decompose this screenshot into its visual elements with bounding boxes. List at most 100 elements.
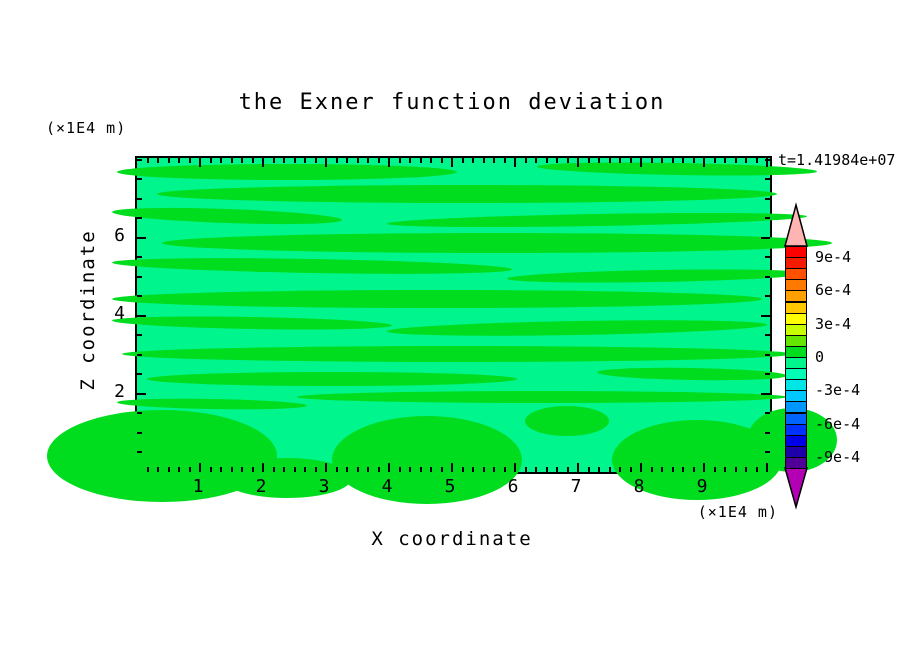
tick-mark: [765, 275, 770, 278]
tick-mark: [734, 158, 737, 163]
tick-mark: [692, 467, 695, 472]
tick-mark: [650, 467, 653, 472]
tick-mark: [761, 314, 770, 317]
tick-mark: [661, 467, 663, 472]
positive-contour-band: [112, 258, 512, 274]
x-tick-label: 7: [570, 476, 582, 497]
tick-mark: [556, 158, 558, 163]
positive-band-regions: [47, 162, 837, 504]
tick-mark: [493, 467, 495, 472]
tick-mark: [241, 467, 243, 472]
tick-mark: [272, 158, 275, 163]
tick-mark: [167, 158, 170, 163]
tick-mark: [755, 467, 758, 472]
tick-mark: [137, 217, 142, 220]
tick-mark: [535, 467, 537, 472]
tick-mark: [419, 467, 422, 472]
tick-mark: [209, 158, 212, 163]
tick-mark: [535, 158, 537, 163]
tick-mark: [619, 467, 621, 472]
tick-mark: [661, 158, 663, 163]
tick-mark: [377, 467, 380, 472]
x-tick-label: 5: [444, 476, 456, 497]
tick-mark: [137, 373, 142, 376]
tick-mark: [577, 463, 579, 472]
colorbar: 9e-4 6e-4 3e-4 0 -3e-4 -6e-4 -9e-4: [783, 202, 903, 510]
tick-mark: [137, 197, 142, 200]
tick-mark: [137, 334, 142, 337]
x-axis-title: X coordinate: [371, 528, 533, 550]
positive-contour-band: [117, 164, 457, 180]
tick-mark: [765, 431, 770, 434]
tick-mark: [178, 158, 180, 163]
tick-mark: [272, 467, 275, 472]
tick-mark: [230, 158, 233, 163]
tick-mark: [251, 467, 254, 472]
tick-mark: [608, 158, 611, 163]
tick-mark: [587, 158, 590, 163]
tick-mark: [137, 158, 142, 161]
tick-mark: [356, 467, 359, 472]
tick-mark: [514, 158, 516, 167]
tick-mark: [199, 463, 201, 472]
tick-mark: [514, 463, 516, 472]
tick-mark: [734, 467, 737, 472]
tick-mark: [703, 463, 705, 472]
tick-mark: [598, 467, 600, 472]
tick-mark: [524, 158, 527, 163]
tick-mark: [356, 158, 359, 163]
colorbar-label: 3e-4: [815, 314, 852, 333]
tick-mark: [388, 463, 390, 472]
tick-mark: [262, 463, 264, 472]
colorbar-segment: [785, 456, 807, 469]
x-tick-label: 6: [507, 476, 519, 497]
x-tick-label: 9: [696, 476, 708, 497]
tick-mark: [440, 158, 443, 163]
tick-mark: [251, 158, 254, 163]
tick-mark: [419, 158, 422, 163]
tick-mark: [409, 467, 411, 472]
positive-contour-band: [332, 416, 522, 504]
tick-mark: [367, 467, 369, 472]
tick-mark: [314, 158, 317, 163]
positive-contour-band: [612, 420, 782, 500]
y-tick-label: 4: [114, 302, 125, 324]
tick-mark: [209, 467, 212, 472]
tick-mark: [367, 158, 369, 163]
positive-contour-band: [387, 212, 807, 228]
tick-mark: [682, 467, 684, 472]
tick-mark: [724, 467, 726, 472]
tick-mark: [566, 158, 569, 163]
tick-mark: [293, 158, 296, 163]
tick-mark: [765, 217, 770, 220]
x-tick-label: 2: [255, 476, 267, 497]
tick-mark: [524, 467, 527, 472]
tick-mark: [745, 158, 747, 163]
tick-mark: [545, 467, 548, 472]
tick-mark: [640, 158, 642, 167]
x-axis-unit-factor: (×1E4 m): [697, 503, 778, 521]
tick-mark: [703, 158, 705, 167]
positive-contour-band: [525, 406, 609, 436]
tick-mark: [692, 158, 695, 163]
colorbar-over-arrow: [784, 202, 808, 247]
tick-mark: [493, 158, 495, 163]
tick-mark: [230, 467, 233, 472]
positive-contour-band: [147, 372, 517, 386]
colorbar-label: 0: [815, 348, 825, 366]
y-tick-label: 2: [114, 380, 125, 402]
tick-mark: [440, 467, 443, 472]
tick-mark: [765, 158, 770, 161]
positive-contour-band: [507, 269, 807, 283]
x-tick-label: 8: [633, 476, 645, 497]
tick-mark: [220, 467, 222, 472]
tick-mark: [430, 158, 432, 163]
tick-mark: [765, 197, 770, 200]
positive-contour-band: [117, 398, 307, 410]
tick-mark: [713, 158, 716, 163]
tick-mark: [724, 158, 726, 163]
tick-mark: [157, 158, 159, 163]
tick-mark: [765, 178, 770, 181]
tick-mark: [640, 463, 642, 472]
